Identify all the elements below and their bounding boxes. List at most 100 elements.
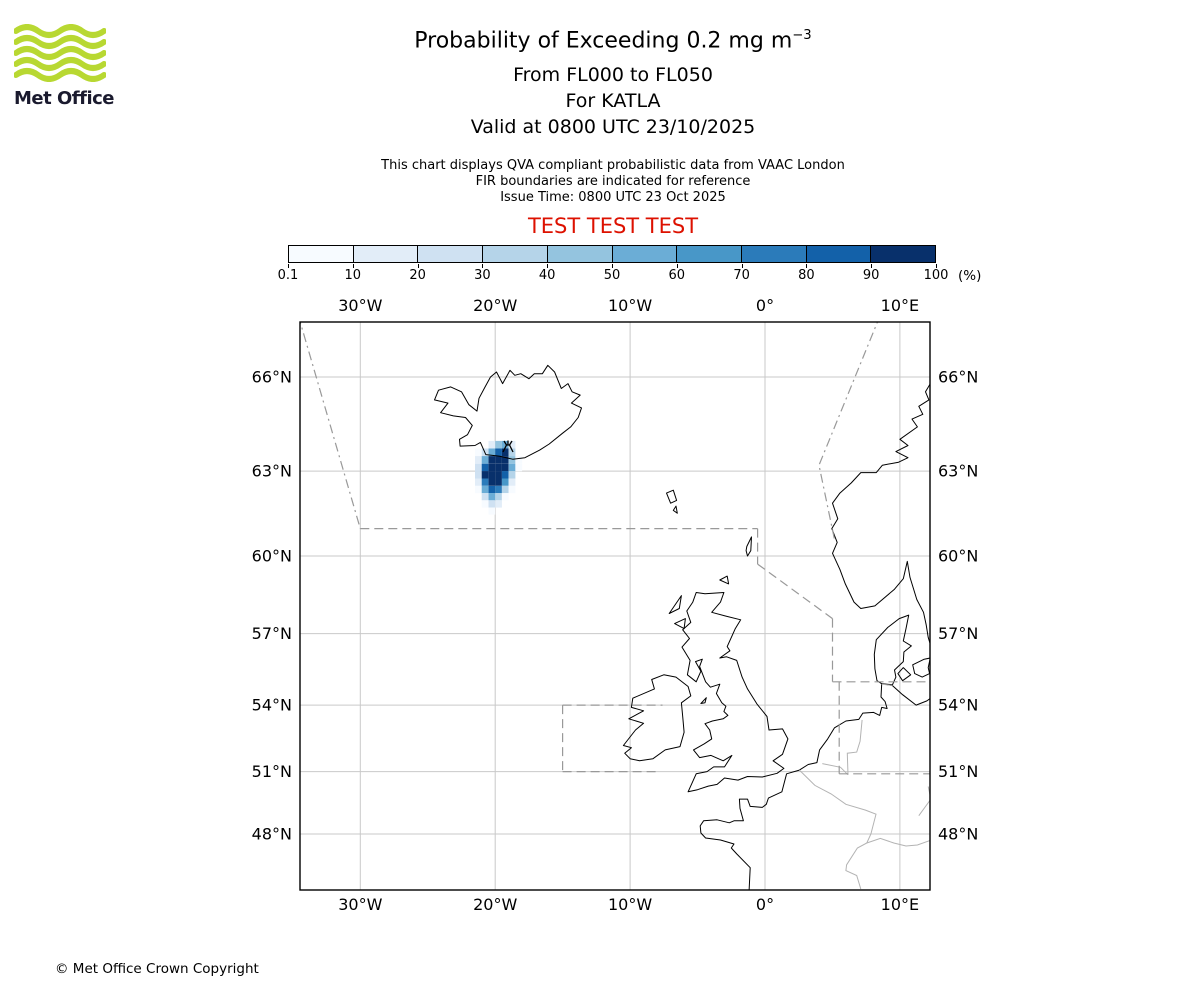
country-borders	[799, 683, 930, 890]
hazard-cell	[495, 456, 502, 464]
lat-label-right: 48°N	[938, 824, 978, 843]
colorbar-tick	[741, 264, 743, 268]
hazard-cell	[488, 456, 496, 464]
colorbar-tick	[288, 264, 289, 268]
colorbar-tick-label: 70	[733, 268, 750, 283]
hazard-cell	[501, 471, 509, 479]
valid-time-line: Valid at 0800 UTC 23/10/2025	[470, 116, 756, 138]
colorbar-tick	[936, 264, 937, 268]
colorbar-tick-label: 40	[538, 268, 556, 283]
lat-label-right: 66°N	[938, 368, 978, 387]
lon-label-bottom: 10°W	[608, 895, 652, 914]
copyright-text: © Met Office Crown Copyright	[55, 961, 259, 977]
colorbar	[288, 245, 936, 263]
map-inner	[300, 322, 930, 890]
lat-label-left: 57°N	[252, 624, 292, 643]
hazard-cell	[501, 463, 509, 472]
colorbar-segment	[612, 246, 678, 262]
hazard-cell	[495, 478, 502, 486]
colorbar-segment	[741, 246, 807, 262]
colorbar-segment	[483, 246, 548, 262]
hazard-cell	[508, 485, 516, 494]
hazard-cell	[508, 456, 516, 464]
hazard-cell	[501, 478, 509, 486]
colorbar-segment	[806, 246, 872, 262]
qva-note: This chart displays QVA compliant probab…	[381, 158, 845, 173]
lon-label-top: 0°	[756, 296, 774, 315]
lon-label-top: 10°E	[881, 296, 919, 315]
colorbar-tick-label: 80	[798, 268, 815, 283]
hazard-cell	[488, 507, 496, 515]
colorbar-segment	[418, 246, 484, 262]
issue-time-note: Issue Time: 0800 UTC 23 Oct 2025	[500, 190, 726, 205]
lat-label-right: 51°N	[938, 762, 978, 781]
colorbar-tick-label: 0.1	[277, 268, 299, 283]
hazard-cell	[515, 463, 523, 472]
logo-wave	[13, 35, 107, 49]
colorbar-tick-label: 20	[409, 268, 426, 283]
hazard-cell	[495, 448, 502, 457]
axis-labels: 30°W 30°W 20°W 20°W 10°W 10°W 0° 0° 10°E 10°E 66°N…	[252, 296, 979, 914]
colorbar-tick-label: 30	[474, 268, 491, 283]
fir-note: FIR boundaries are indicated for referen…	[475, 174, 751, 189]
hazard-cell	[488, 500, 496, 508]
hazard-cell	[515, 456, 523, 464]
hazard-cell	[495, 500, 502, 508]
chart-title: Probability of Exceeding 0.2 mg m−3	[148, 28, 1078, 53]
lat-label-right: 60°N	[938, 547, 978, 566]
lat-label-left: 66°N	[252, 368, 292, 387]
hazard-cell	[481, 493, 489, 501]
hazard-cell	[488, 448, 496, 457]
hazard-cell	[488, 440, 496, 449]
hazard-cell	[495, 493, 502, 501]
hazard-cell	[481, 456, 489, 464]
hazard-cell	[495, 463, 502, 472]
grid-lines	[300, 322, 930, 890]
colorbar-segment	[353, 246, 419, 262]
hazard-cell	[475, 478, 482, 486]
hazard-grid	[475, 440, 523, 515]
lat-label-left: 60°N	[252, 547, 292, 566]
lat-label-left: 63°N	[252, 462, 292, 481]
hazard-cell	[488, 493, 496, 501]
flight-level-range: From FL000 to FL050	[513, 64, 713, 86]
colorbar-tick-label: 100	[923, 268, 949, 283]
hazard-cell	[501, 485, 509, 494]
volcano-name-line: For KATLA	[565, 90, 661, 112]
colorbar-tick	[676, 264, 678, 268]
colorbar-segment	[289, 246, 354, 262]
hazard-cell	[508, 448, 516, 457]
hazard-cell	[475, 485, 482, 494]
colorbar-tick-label: 60	[668, 268, 686, 283]
colorbar-tick	[547, 264, 549, 268]
lon-label-bottom: 20°W	[473, 895, 517, 914]
colorbar-segment	[547, 246, 613, 262]
colorbar-tick	[806, 264, 808, 268]
lat-label-left: 51°N	[252, 762, 292, 781]
hazard-cell	[488, 471, 496, 479]
chart-title-exponent: −3	[792, 28, 812, 43]
colorbar-tick	[482, 264, 484, 268]
hazard-cell	[488, 478, 496, 486]
colorbar-tick	[352, 264, 354, 268]
lon-label-bottom: 30°W	[338, 895, 382, 914]
colorbar-tick-label: 90	[862, 268, 880, 283]
hazard-cell	[495, 440, 502, 449]
colorbar-segment	[871, 246, 936, 262]
logo-wave	[13, 24, 107, 38]
hazard-cell	[501, 493, 509, 501]
lat-label-left: 54°N	[252, 696, 292, 715]
coastlines	[434, 364, 930, 890]
colorbar-unit-label: (%)	[958, 268, 982, 284]
logo-wave	[13, 57, 107, 71]
colorbar-tick	[612, 264, 613, 268]
logo-wave	[13, 68, 107, 82]
hazard-cell	[508, 440, 516, 449]
hazard-cell	[488, 463, 496, 472]
hazard-cell	[475, 448, 482, 457]
hazard-cell	[475, 463, 482, 472]
hazard-cell	[475, 456, 482, 464]
hazard-cell	[495, 485, 502, 494]
lat-label-left: 48°N	[252, 824, 292, 843]
